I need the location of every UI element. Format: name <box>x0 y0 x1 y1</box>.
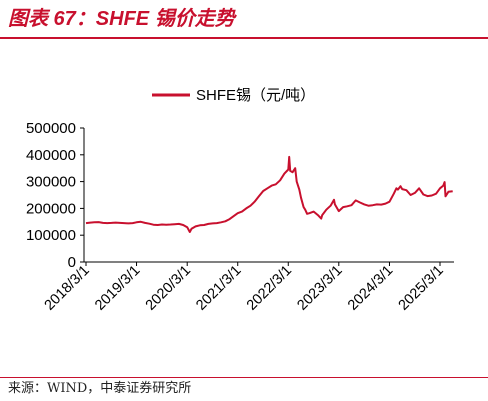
y-tick-label: 500000 <box>26 120 76 137</box>
source-rule <box>0 377 488 378</box>
y-tick-label: 200000 <box>26 200 76 217</box>
source-note: 来源：WIND，中泰证券研究所 <box>8 381 192 396</box>
legend: SHFE锡（元/吨） <box>152 87 315 104</box>
legend-label-shfe-tin: SHFE锡（元/吨） <box>196 87 315 104</box>
x-tick-label: 2024/3/1 <box>345 263 396 314</box>
series-line-shfe-tin <box>85 155 453 233</box>
x-tick-label: 2023/3/1 <box>294 263 345 314</box>
title-underline-rule <box>0 37 488 39</box>
x-axis-ticks: 2018/3/1 2019/3/1 2020/3/1 2021/3/1 2022/3/1… <box>42 262 447 314</box>
y-tick-label: 100000 <box>26 227 76 244</box>
y-tick-label: 400000 <box>26 147 76 164</box>
y-tick-label: 0 <box>68 254 76 271</box>
x-tick-label: 2025/3/1 <box>396 263 447 314</box>
y-axis-ticks: 0 100000 200000 300000 400000 500000 <box>26 120 84 271</box>
x-tick-label: 2019/3/1 <box>92 263 143 314</box>
x-tick-label: 2022/3/1 <box>244 263 295 314</box>
figure-title: 图表 67：SHFE 锡价走势 <box>8 8 235 30</box>
x-tick-label: 2020/3/1 <box>143 263 194 314</box>
y-tick-label: 300000 <box>26 174 76 191</box>
x-tick-label: 2021/3/1 <box>193 263 244 314</box>
